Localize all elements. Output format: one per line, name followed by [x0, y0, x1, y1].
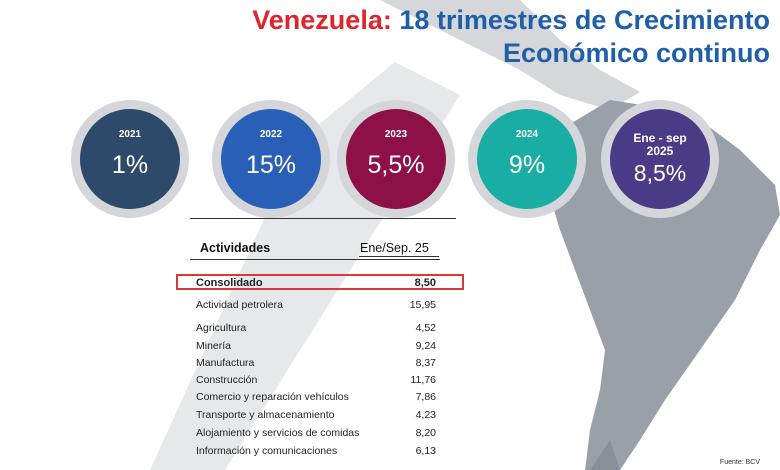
circle-fill: Ene - sep 2025 8,5%: [610, 109, 710, 209]
table-header-value: Ene/Sep. 25: [360, 241, 429, 255]
circle-year: 2023: [384, 129, 408, 140]
row-value: 8,37: [415, 357, 436, 369]
row-label: Alojamiento y servicios de comidas: [196, 427, 360, 439]
table-header-rule: [190, 259, 440, 260]
circle-year: 2022: [259, 129, 283, 140]
circle-value: 15%: [245, 150, 297, 179]
row-value: 6,13: [415, 445, 436, 457]
growth-circle-2021: 2021 1%: [71, 100, 189, 218]
circle-year: Ene - sep 2025: [633, 130, 687, 158]
row-label: Manufactura: [196, 357, 255, 369]
circle-fill: 2022 15%: [221, 109, 321, 209]
growth-circle-2024: 2024 9%: [468, 100, 586, 218]
table-row: Minería 9,24: [196, 340, 436, 354]
circle-value: 1%: [111, 150, 149, 179]
row-label: Transporte y almacenamiento: [196, 409, 335, 421]
row-value: 4,23: [415, 409, 436, 421]
table-row: Actividad petrolera 15,95: [196, 299, 436, 313]
table-header-label: Actividades: [200, 241, 271, 255]
central-america-land: [380, 0, 640, 110]
title-line1-rest: 18 trimestres de Crecimiento: [391, 5, 770, 35]
table-row: Agricultura 4,52: [196, 322, 436, 336]
header-value-underline: [359, 256, 439, 257]
circle-fill: 2021 1%: [80, 109, 180, 209]
row-value: 9,24: [415, 340, 436, 352]
row-value: 7,86: [415, 391, 436, 403]
row-value: 8,20: [415, 427, 436, 439]
circle-year: 2021: [118, 129, 142, 140]
circle-fill: 2024 9%: [477, 109, 577, 209]
title-country: Venezuela:: [252, 5, 392, 35]
row-label: Minería: [196, 340, 232, 352]
row-value: 4,52: [415, 322, 436, 334]
growth-circle-2025: Ene - sep 2025 8,5%: [601, 100, 719, 218]
row-label: Construcción: [196, 374, 258, 386]
table-row: Transporte y almacenamiento 4,23: [196, 409, 436, 423]
row-label: Información y comunicaciones: [196, 445, 338, 457]
south-america-land: [548, 100, 780, 470]
row-label: Consolidado: [196, 277, 263, 289]
circle-value: 5,5%: [367, 150, 425, 179]
source-note: Fuente: BCV: [719, 459, 760, 466]
circle-value: 8,5%: [633, 159, 687, 186]
circle-fill: 2023 5,5%: [346, 109, 446, 209]
title-line-1: Venezuela: 18 trimestres de Crecimiento: [252, 4, 770, 37]
row-value: 8,50: [414, 277, 436, 289]
table-row: Consolidado 8,50: [196, 277, 436, 291]
table-top-rule: [190, 218, 456, 219]
row-label: Actividad petrolera: [196, 299, 283, 311]
page-title: Venezuela: 18 trimestres de Crecimiento …: [252, 4, 770, 70]
title-line-2: Económico continuo: [503, 38, 770, 68]
row-label: Agricultura: [196, 322, 247, 334]
table-row: Información y comunicaciones 6,13: [196, 445, 436, 459]
growth-circle-2022: 2022 15%: [212, 100, 330, 218]
consolidado-highlight-box: [176, 274, 464, 290]
circle-year: 2024: [515, 129, 539, 140]
table-row: Construcción 11,76: [196, 374, 436, 388]
table-row: Manufactura 8,37: [196, 357, 436, 371]
row-value: 15,95: [409, 299, 436, 311]
circle-value: 9%: [508, 150, 546, 179]
row-value: 11,76: [410, 374, 437, 386]
table-row: Alojamiento y servicios de comidas 8,20: [196, 427, 436, 441]
row-label: Comercio y reparación vehículos: [196, 391, 349, 403]
growth-circle-2023: 2023 5,5%: [337, 100, 455, 218]
table-row: Comercio y reparación vehículos 7,86: [196, 391, 436, 405]
